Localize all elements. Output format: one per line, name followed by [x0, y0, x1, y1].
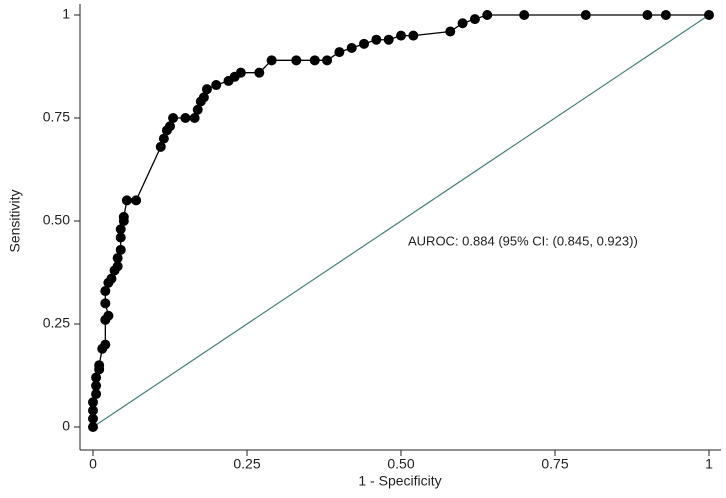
roc-point	[115, 224, 126, 235]
roc-point	[112, 261, 123, 272]
roc-point	[112, 253, 123, 264]
annotation: AUROC: 0.884 (95% CI: (0.845, 0.923))	[408, 233, 638, 248]
roc-point	[359, 38, 370, 49]
y-axis-title: Sensitivity	[7, 189, 23, 252]
roc-point	[168, 113, 179, 123]
x-tick-label: 0	[89, 456, 97, 472]
roc-point	[189, 113, 200, 123]
x-tick-label: 0.75	[541, 456, 568, 472]
roc-point	[100, 339, 111, 350]
roc-point	[346, 42, 357, 53]
roc-point	[155, 141, 166, 152]
x-tick-label: 0.25	[233, 456, 260, 472]
roc-point	[88, 397, 98, 408]
roc-point	[91, 389, 102, 400]
roc-point	[131, 195, 142, 206]
roc-point	[88, 413, 98, 424]
x-axis-title: 1 - Specificity	[358, 473, 441, 489]
roc-point	[201, 84, 212, 95]
roc-point	[254, 67, 265, 78]
roc-point	[445, 26, 456, 37]
roc-point	[192, 104, 203, 115]
roc-point	[519, 10, 530, 20]
roc-point	[642, 10, 653, 20]
roc-point	[91, 372, 102, 383]
roc-point	[198, 92, 209, 103]
roc-point	[100, 286, 111, 297]
roc-point	[408, 30, 419, 41]
roc-point	[660, 10, 671, 20]
roc-point	[180, 113, 191, 123]
roc-point	[158, 133, 169, 144]
roc-point	[115, 232, 126, 243]
roc-point	[165, 121, 175, 132]
roc-point	[88, 405, 98, 416]
x-tick-label: 0.50	[387, 456, 414, 472]
roc-point	[266, 55, 277, 66]
y-tick-label: 0.50	[43, 212, 70, 228]
y-tick-label: 0.25	[43, 315, 70, 331]
roc-point	[469, 14, 480, 25]
roc-point	[383, 34, 394, 45]
roc-point	[115, 244, 126, 255]
x-tick-label: 1	[705, 456, 713, 472]
roc-point	[482, 10, 493, 20]
y-tick-label: 0	[62, 418, 70, 434]
roc-point	[371, 34, 382, 45]
roc-point	[580, 10, 591, 20]
reference-line	[92, 14, 710, 428]
roc-point	[94, 360, 105, 371]
roc-point	[211, 80, 222, 91]
y-tick-label: 0.75	[43, 109, 70, 125]
y-tick-label: 1	[62, 6, 70, 22]
roc-point	[103, 310, 114, 321]
roc-point	[88, 422, 98, 432]
roc-point	[396, 30, 406, 41]
roc-point	[100, 298, 111, 309]
roc-point	[121, 195, 132, 206]
roc-point	[457, 18, 468, 29]
roc-point	[106, 273, 117, 284]
roc-point	[118, 211, 129, 222]
roc-point	[334, 47, 345, 58]
roc-point	[235, 67, 246, 78]
roc-point	[291, 55, 302, 66]
roc-point	[322, 55, 333, 66]
roc-point	[704, 10, 714, 20]
roc-point	[91, 380, 102, 391]
roc-point	[309, 55, 320, 66]
